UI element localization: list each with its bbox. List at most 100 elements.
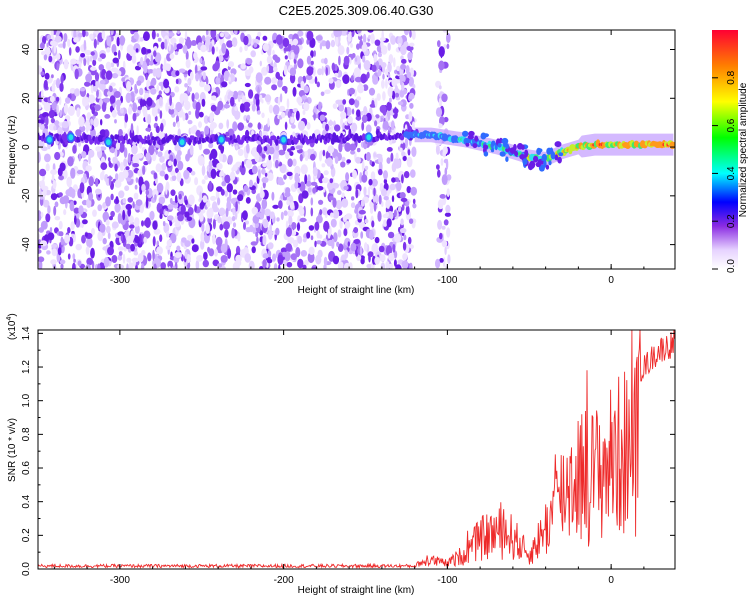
noise-speck	[93, 117, 99, 128]
noise-speck	[295, 110, 300, 121]
noise-speck	[191, 92, 195, 102]
noise-speck	[46, 250, 51, 255]
noise-speck	[441, 240, 448, 248]
noise-speck	[124, 113, 129, 123]
noise-speck	[48, 109, 55, 119]
x-tick-label: -300	[110, 275, 130, 286]
noise-speck	[201, 98, 206, 107]
noise-speck	[308, 225, 315, 231]
noise-speck	[401, 204, 405, 211]
y-tick-label: 0.2	[21, 528, 32, 542]
noise-speck	[294, 165, 301, 176]
noise-speck	[96, 89, 99, 98]
noise-speck	[437, 199, 444, 210]
noise-speck	[174, 86, 180, 93]
noise-speck	[256, 144, 263, 154]
noise-speck	[365, 151, 371, 162]
noise-speck	[81, 234, 86, 244]
noise-speck	[51, 83, 56, 93]
noise-speck	[361, 256, 365, 262]
noise-speck	[101, 168, 105, 177]
noise-speck	[232, 121, 238, 132]
noise-speck	[232, 90, 239, 100]
noise-speck	[67, 253, 71, 260]
noise-speck	[60, 74, 64, 84]
snr-y-label: SNR (10 * v/v)	[7, 418, 18, 482]
noise-speck	[221, 42, 227, 54]
noise-speck	[168, 108, 175, 115]
noise-speck	[231, 215, 236, 222]
noise-speck	[122, 198, 127, 204]
x-tick-label: 0	[608, 275, 614, 286]
noise-speck	[131, 102, 138, 113]
noise-speck	[145, 152, 151, 162]
noise-speck	[330, 39, 336, 48]
noise-speck	[410, 169, 416, 178]
noise-speck	[72, 262, 76, 269]
ridge-mark	[124, 133, 128, 141]
noise-speck	[215, 76, 221, 85]
noise-speck	[403, 171, 410, 179]
snr-x-label: Height of straight line (km)	[298, 585, 415, 596]
ridge-mark	[276, 135, 280, 140]
noise-speck	[436, 164, 440, 170]
noise-speck	[158, 196, 166, 205]
noise-speck	[44, 72, 50, 80]
noise-speck	[40, 212, 44, 218]
noise-speck	[177, 214, 184, 222]
noise-speck	[382, 73, 385, 80]
noise-speck	[382, 91, 386, 101]
noise-speck	[319, 114, 326, 122]
noise-speck	[216, 162, 223, 170]
noise-speck	[97, 230, 104, 242]
noise-speck	[286, 200, 290, 206]
noise-speck	[411, 146, 417, 158]
noise-speck	[157, 37, 162, 42]
noise-speck	[225, 131, 230, 137]
noise-speck	[285, 220, 289, 230]
noise-speck	[59, 109, 62, 117]
noise-speck	[199, 80, 205, 88]
noise-speck	[282, 37, 290, 48]
ridge-scatter	[554, 141, 562, 148]
noise-speck	[363, 186, 367, 197]
spectrogram-x-label: Height of straight line (km)	[298, 285, 415, 296]
noise-speck	[363, 42, 367, 52]
noise-speck	[68, 47, 72, 56]
noise-speck	[43, 79, 48, 90]
noise-speck	[137, 106, 142, 111]
noise-speck	[248, 260, 255, 269]
noise-speck	[227, 248, 232, 259]
noise-speck	[128, 215, 135, 223]
noise-speck	[380, 39, 384, 49]
noise-speck	[132, 201, 135, 209]
ridge-scatter	[465, 138, 471, 144]
noise-speck	[152, 236, 156, 247]
noise-speck	[153, 172, 158, 180]
noise-speck	[268, 146, 275, 155]
noise-speck	[292, 158, 297, 167]
noise-speck	[444, 212, 451, 217]
noise-speck	[232, 222, 237, 228]
noise-speck	[130, 123, 134, 134]
noise-speck	[53, 41, 59, 46]
noise-speck	[264, 208, 271, 217]
noise-speck	[402, 241, 407, 251]
ridge-scatter	[522, 158, 528, 166]
noise-speck	[290, 146, 296, 151]
noise-speck	[237, 233, 241, 242]
noise-speck	[287, 158, 293, 167]
noise-speck	[257, 169, 261, 179]
noise-speck	[391, 90, 396, 100]
noise-speck	[241, 161, 245, 169]
noise-speck	[306, 231, 311, 239]
noise-speck	[389, 205, 394, 213]
noise-speck	[198, 213, 204, 222]
noise-speck	[194, 92, 200, 100]
noise-speck	[45, 116, 49, 126]
noise-speck	[261, 153, 266, 159]
noise-speck	[113, 91, 121, 98]
noise-speck	[231, 37, 238, 48]
noise-speck	[209, 153, 213, 161]
